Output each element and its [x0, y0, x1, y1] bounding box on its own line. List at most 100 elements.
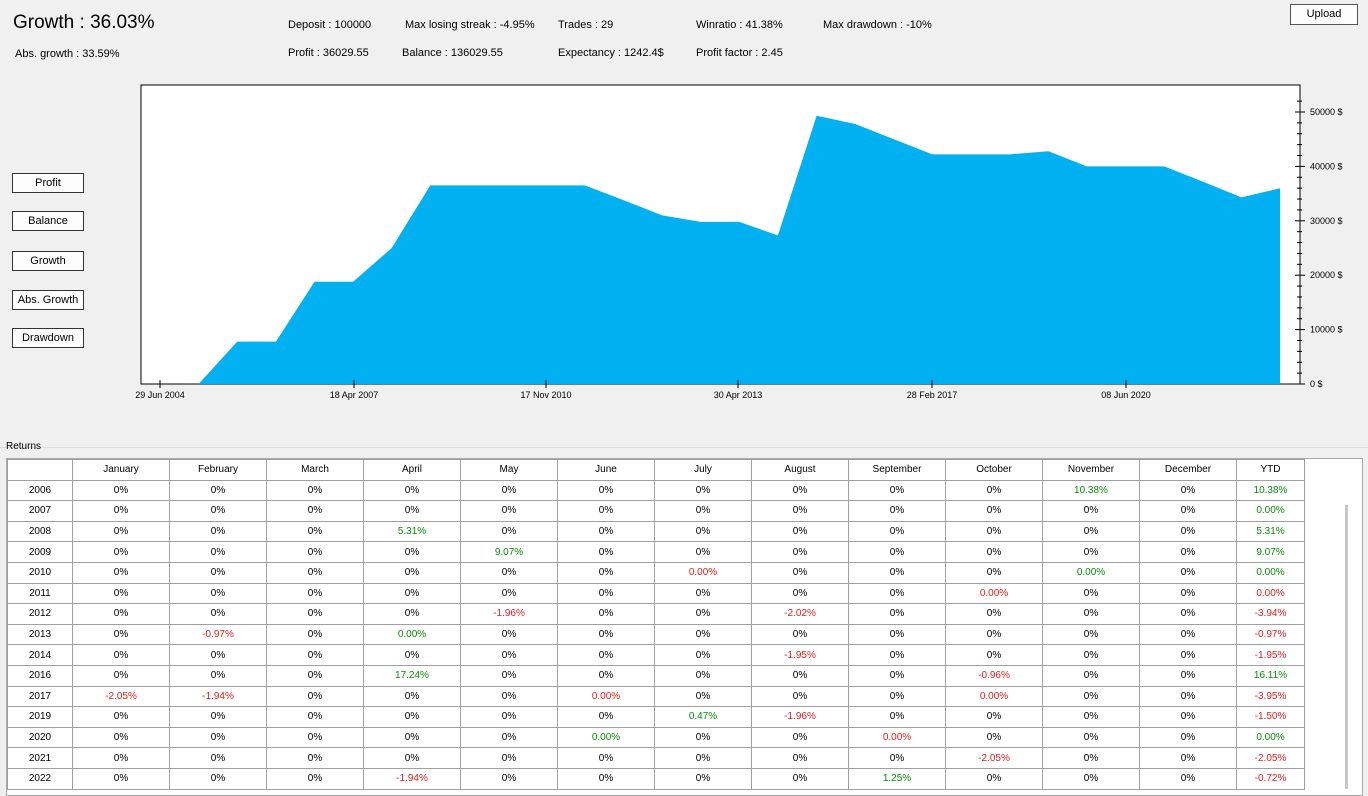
- row-year: 2007: [7, 500, 73, 522]
- row-year: 2014: [7, 644, 73, 666]
- table-row: 2014 0% 0% 0% 0% 0% 0% 0% -1.95% 0% 0% 0% 0% -1.95%: [7, 644, 1305, 666]
- table-row: 2020 0% 0% 0% 0% 0% 0.00% 0% 0% 0.00% 0% 0% 0% 0.00%: [7, 726, 1305, 749]
- return-cell: 0%: [266, 520, 364, 543]
- return-cell: 0%: [266, 582, 364, 605]
- return-cell: 0%: [557, 541, 655, 563]
- return-cell: 0%: [1042, 706, 1140, 728]
- return-cell: 0%: [751, 726, 849, 749]
- return-cell: 0%: [654, 603, 752, 625]
- return-cell: 0%: [1042, 747, 1140, 769]
- profit-button[interactable]: Profit: [12, 173, 84, 193]
- row-year: 2020: [7, 726, 73, 749]
- growth-button[interactable]: Growth: [12, 251, 84, 271]
- return-cell: 0%: [363, 685, 461, 708]
- return-cell: 0%: [363, 603, 461, 625]
- y-tick-label: 50000 $: [1310, 107, 1343, 117]
- return-cell: 17.24%: [363, 664, 461, 687]
- return-cell: 0%: [169, 664, 267, 687]
- growth-title: Growth : 36.03%: [13, 12, 155, 33]
- return-cell: 0%: [557, 520, 655, 543]
- return-cell: 0%: [1139, 479, 1237, 502]
- deposit-stat: Deposit : 100000: [288, 19, 372, 31]
- return-cell: 0%: [751, 623, 849, 646]
- return-cell: 0%: [945, 603, 1043, 625]
- return-cell: 0%: [557, 706, 655, 728]
- scrollbar-thumb[interactable]: [1345, 505, 1348, 789]
- header-ytd: YTD: [1236, 459, 1305, 481]
- return-cell: 0.00%: [848, 726, 946, 749]
- return-cell: 0.00%: [1236, 500, 1305, 522]
- return-cell: 0%: [654, 747, 752, 769]
- x-tick-label: 30 Apr 2013: [714, 390, 763, 400]
- return-cell: -3.95%: [1236, 685, 1305, 708]
- vertical-scrollbar[interactable]: [1340, 459, 1360, 795]
- return-cell: 0%: [945, 623, 1043, 646]
- return-cell: 0.00%: [1236, 726, 1305, 749]
- return-cell: 0%: [848, 479, 946, 502]
- header-july: July: [654, 459, 752, 481]
- return-cell: 0.00%: [1236, 561, 1305, 584]
- return-cell: 0%: [460, 500, 558, 522]
- returns-label: Returns: [6, 441, 42, 452]
- x-tick-label: 17 Nov 2010: [520, 390, 571, 400]
- return-cell: 0%: [363, 747, 461, 769]
- return-cell: 0%: [848, 561, 946, 584]
- return-cell: 0%: [266, 767, 364, 790]
- return-cell: -1.94%: [169, 685, 267, 708]
- return-cell: 0%: [751, 582, 849, 605]
- return-cell: -0.96%: [945, 664, 1043, 687]
- return-cell: 0%: [72, 520, 170, 543]
- return-cell: -1.94%: [363, 767, 461, 790]
- trades-stat: Trades : 29: [558, 19, 614, 31]
- table-row: 2019 0% 0% 0% 0% 0% 0% 0.47% -1.96% 0% 0% 0% 0% -1.50…: [7, 706, 1305, 728]
- y-tick-label: 10000 $: [1310, 325, 1343, 335]
- drawdown-button[interactable]: Drawdown: [12, 328, 84, 348]
- return-cell: 0%: [1042, 520, 1140, 543]
- return-cell: -1.95%: [1236, 644, 1305, 666]
- return-cell: 0%: [169, 726, 267, 749]
- return-cell: -1.96%: [460, 603, 558, 625]
- header-november: November: [1042, 459, 1140, 481]
- header-february: February: [169, 459, 267, 481]
- return-cell: 0%: [945, 520, 1043, 543]
- return-cell: 10.38%: [1236, 479, 1305, 502]
- return-cell: 0%: [169, 644, 267, 666]
- abs-growth-button[interactable]: Abs. Growth: [12, 290, 84, 310]
- table-row: 2006 0% 0% 0% 0% 0% 0% 0% 0% 0% 0% 10.38% 0% 10.38%: [7, 479, 1305, 502]
- balance-button[interactable]: Balance: [12, 211, 84, 231]
- return-cell: 0.00%: [945, 582, 1043, 605]
- return-cell: 0%: [169, 767, 267, 790]
- upload-button[interactable]: Upload: [1290, 4, 1358, 25]
- return-cell: 0%: [1139, 726, 1237, 749]
- return-cell: 0%: [751, 685, 849, 708]
- return-cell: -0.97%: [169, 623, 267, 646]
- row-year: 2013: [7, 623, 73, 646]
- return-cell: 0%: [460, 706, 558, 728]
- return-cell: 0%: [1139, 747, 1237, 769]
- row-year: 2012: [7, 603, 73, 625]
- return-cell: 0%: [848, 500, 946, 522]
- return-cell: 10.38%: [1042, 479, 1140, 502]
- return-cell: 0%: [363, 500, 461, 522]
- return-cell: 0.00%: [363, 623, 461, 646]
- expectancy-stat: Expectancy : 1242.4$: [558, 47, 664, 59]
- row-year: 2011: [7, 582, 73, 605]
- returns-panel[interactable]: January February March April May June July Augu…: [6, 458, 1363, 796]
- table-row: 2008 0% 0% 0% 5.31% 0% 0% 0% 0% 0% 0% 0% 0% 5.31%: [7, 520, 1305, 543]
- return-cell: 0%: [169, 603, 267, 625]
- row-year: 2008: [7, 520, 73, 543]
- return-cell: 0%: [557, 644, 655, 666]
- return-cell: 0%: [72, 500, 170, 522]
- return-cell: 0%: [1139, 767, 1237, 790]
- return-cell: 0%: [169, 500, 267, 522]
- table-row: 2017 -2.05% -1.94% 0% 0% 0% 0.00% 0% 0% 0% 0.00% 0%…: [7, 685, 1305, 708]
- return-cell: 0%: [460, 767, 558, 790]
- y-tick-label: 20000 $: [1310, 270, 1343, 280]
- return-cell: -2.05%: [945, 747, 1043, 769]
- winratio-stat: Winratio : 41.38%: [696, 19, 783, 31]
- profit-factor-stat: Profit factor : 2.45: [696, 47, 783, 59]
- return-cell: 0%: [557, 664, 655, 687]
- row-year: 2017: [7, 685, 73, 708]
- return-cell: 0.00%: [557, 726, 655, 749]
- return-cell: 0%: [848, 747, 946, 769]
